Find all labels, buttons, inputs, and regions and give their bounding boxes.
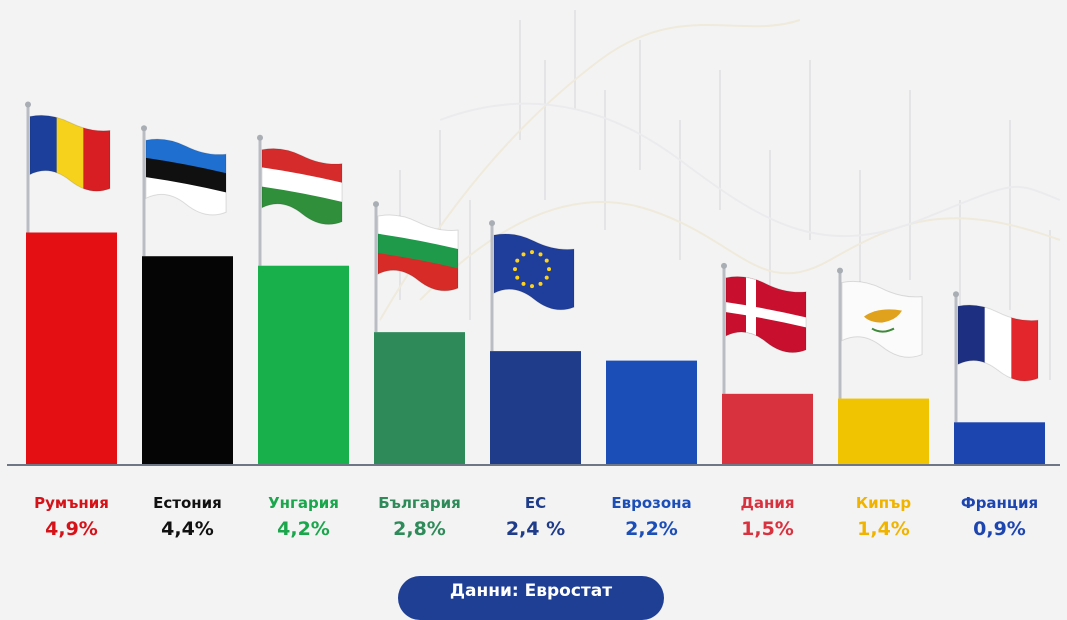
bar-7 bbox=[722, 393, 813, 465]
value-label: 2,8% bbox=[393, 518, 446, 540]
value-label: 4,4% bbox=[161, 518, 214, 540]
hungary-flag-icon bbox=[257, 134, 343, 266]
value-label: 1,4% bbox=[857, 518, 910, 540]
bar-8 bbox=[838, 398, 929, 465]
labels-layer: Румъния 4,9% Естония 4,4% Унгария 4,2% Българи… bbox=[34, 494, 1038, 540]
romania-flag-icon bbox=[25, 101, 111, 233]
denmark-flag-icon bbox=[721, 262, 807, 394]
value-label: 2,2% bbox=[625, 518, 678, 540]
category-label: България bbox=[378, 494, 461, 512]
cyprus-flag-icon bbox=[837, 267, 923, 399]
source-label: Данни: Евростат bbox=[449, 581, 613, 601]
bar-2 bbox=[142, 256, 233, 465]
bar-chart: Румъния 4,9% Естония 4,4% Унгария 4,2% Българи… bbox=[7, 101, 1060, 540]
value-label: 2,4 % bbox=[506, 518, 565, 540]
category-label: Румъния bbox=[34, 494, 109, 512]
eu-flag-icon bbox=[489, 220, 575, 352]
value-label: 4,2% bbox=[277, 518, 330, 540]
bar-6 bbox=[606, 360, 697, 465]
category-label: Франция bbox=[961, 494, 1038, 512]
category-label: Унгария bbox=[268, 494, 339, 512]
category-label: Естония bbox=[153, 494, 222, 512]
category-label: Дания bbox=[741, 494, 795, 512]
background-decoration bbox=[379, 10, 1061, 380]
value-label: 4,9% bbox=[45, 518, 98, 540]
category-label: Еврозона bbox=[611, 494, 691, 512]
bars-layer bbox=[26, 232, 1045, 465]
france-flag-icon bbox=[953, 291, 1039, 423]
estonia-flag-icon bbox=[141, 125, 227, 257]
category-label: ЕС bbox=[525, 494, 546, 512]
bar-1 bbox=[26, 232, 117, 465]
bar-3 bbox=[258, 265, 349, 465]
bar-4 bbox=[374, 332, 465, 465]
category-label: Кипър bbox=[856, 494, 911, 512]
value-label: 1,5% bbox=[741, 518, 794, 540]
source-badge: Данни: Евростат bbox=[398, 576, 664, 620]
bar-9 bbox=[954, 422, 1045, 465]
bulgaria-flag-icon bbox=[373, 201, 459, 333]
bar-5 bbox=[490, 351, 581, 465]
value-label: 0,9% bbox=[973, 518, 1026, 540]
